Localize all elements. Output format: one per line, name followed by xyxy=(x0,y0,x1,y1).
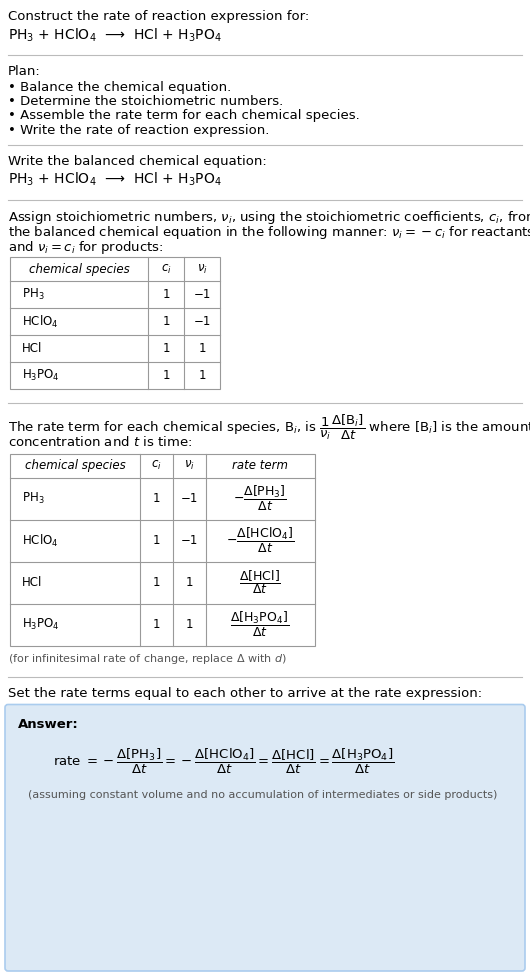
Text: 1: 1 xyxy=(198,342,206,355)
Text: HClO$_4$: HClO$_4$ xyxy=(22,313,58,330)
Text: chemical species: chemical species xyxy=(29,263,129,275)
Text: 1: 1 xyxy=(198,369,206,382)
Text: The rate term for each chemical species, B$_i$, is $\dfrac{1}{\nu_i}\dfrac{\Delt: The rate term for each chemical species,… xyxy=(8,413,530,442)
Text: 1: 1 xyxy=(152,534,160,547)
Text: HClO$_4$: HClO$_4$ xyxy=(22,533,58,549)
Text: $c_i$: $c_i$ xyxy=(161,263,171,275)
Text: • Assemble the rate term for each chemical species.: • Assemble the rate term for each chemic… xyxy=(8,109,360,123)
Text: • Determine the stoichiometric numbers.: • Determine the stoichiometric numbers. xyxy=(8,95,283,108)
Text: PH$_3$: PH$_3$ xyxy=(22,287,45,302)
Text: Construct the rate of reaction expression for:: Construct the rate of reaction expressio… xyxy=(8,10,309,23)
Text: HCl: HCl xyxy=(22,342,42,355)
Text: H$_3$PO$_4$: H$_3$PO$_4$ xyxy=(22,368,60,383)
Text: 1: 1 xyxy=(152,576,160,589)
Text: −1: −1 xyxy=(193,315,211,328)
Text: concentration and $t$ is time:: concentration and $t$ is time: xyxy=(8,435,192,449)
Text: $\dfrac{\Delta[\mathrm{HCl}]}{\Delta t}$: $\dfrac{\Delta[\mathrm{HCl}]}{\Delta t}$ xyxy=(239,569,281,596)
Text: rate term: rate term xyxy=(232,459,288,472)
Text: Set the rate terms equal to each other to arrive at the rate expression:: Set the rate terms equal to each other t… xyxy=(8,687,482,700)
Text: 1: 1 xyxy=(162,342,170,355)
Text: • Write the rate of reaction expression.: • Write the rate of reaction expression. xyxy=(8,124,269,137)
Text: −1: −1 xyxy=(193,288,211,301)
Text: PH$_3$ + HClO$_4$  ⟶  HCl + H$_3$PO$_4$: PH$_3$ + HClO$_4$ ⟶ HCl + H$_3$PO$_4$ xyxy=(8,171,222,188)
Text: $-\dfrac{\Delta[\mathrm{HClO_4}]}{\Delta t}$: $-\dfrac{\Delta[\mathrm{HClO_4}]}{\Delta… xyxy=(226,526,294,555)
Bar xyxy=(10,454,315,645)
FancyBboxPatch shape xyxy=(5,705,525,971)
Text: $\nu_i$: $\nu_i$ xyxy=(183,459,195,472)
Text: 1: 1 xyxy=(162,315,170,328)
Text: 1: 1 xyxy=(186,576,193,589)
Text: the balanced chemical equation in the following manner: $\nu_i = -c_i$ for react: the balanced chemical equation in the fo… xyxy=(8,224,530,241)
Text: −1: −1 xyxy=(180,492,198,505)
Text: $-\dfrac{\Delta[\mathrm{PH_3}]}{\Delta t}$: $-\dfrac{\Delta[\mathrm{PH_3}]}{\Delta t… xyxy=(233,484,287,513)
Text: Write the balanced chemical equation:: Write the balanced chemical equation: xyxy=(8,154,267,168)
Text: Answer:: Answer: xyxy=(18,717,79,730)
Text: $\dfrac{\Delta[\mathrm{H_3PO_4}]}{\Delta t}$: $\dfrac{\Delta[\mathrm{H_3PO_4}]}{\Delta… xyxy=(231,610,289,639)
Text: 1: 1 xyxy=(162,369,170,382)
Text: 1: 1 xyxy=(186,618,193,631)
Text: • Balance the chemical equation.: • Balance the chemical equation. xyxy=(8,80,231,94)
Text: and $\nu_i = c_i$ for products:: and $\nu_i = c_i$ for products: xyxy=(8,238,164,256)
Text: rate $= -\dfrac{\Delta[\mathrm{PH_3}]}{\Delta t} = -\dfrac{\Delta[\mathrm{HClO_4: rate $= -\dfrac{\Delta[\mathrm{PH_3}]}{\… xyxy=(53,747,394,776)
Text: −1: −1 xyxy=(180,534,198,547)
Text: Assign stoichiometric numbers, $\nu_i$, using the stoichiometric coefficients, $: Assign stoichiometric numbers, $\nu_i$, … xyxy=(8,210,530,226)
Text: $c_i$: $c_i$ xyxy=(151,459,161,472)
Text: chemical species: chemical species xyxy=(24,459,126,472)
Text: 1: 1 xyxy=(162,288,170,301)
Text: (for infinitesimal rate of change, replace Δ with $d$): (for infinitesimal rate of change, repla… xyxy=(8,653,287,667)
Text: H$_3$PO$_4$: H$_3$PO$_4$ xyxy=(22,617,60,632)
Text: 1: 1 xyxy=(152,618,160,631)
Bar xyxy=(10,257,220,389)
Text: (assuming constant volume and no accumulation of intermediates or side products): (assuming constant volume and no accumul… xyxy=(28,790,497,799)
Text: PH$_3$: PH$_3$ xyxy=(22,491,45,506)
Text: PH$_3$ + HClO$_4$  ⟶  HCl + H$_3$PO$_4$: PH$_3$ + HClO$_4$ ⟶ HCl + H$_3$PO$_4$ xyxy=(8,26,222,44)
Text: HCl: HCl xyxy=(22,576,42,589)
Text: Plan:: Plan: xyxy=(8,65,41,78)
Text: 1: 1 xyxy=(152,492,160,505)
Text: $\nu_i$: $\nu_i$ xyxy=(197,263,207,275)
